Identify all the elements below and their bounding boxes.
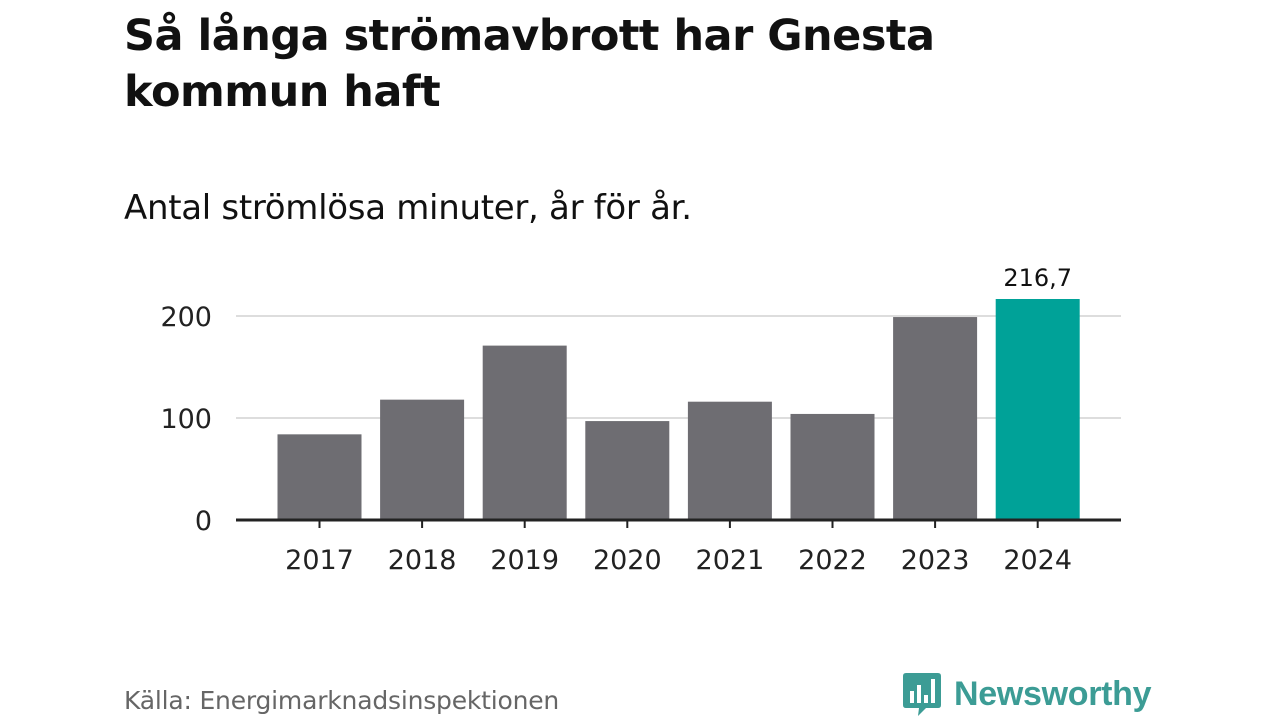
newsworthy-logo: Newsworthy xyxy=(902,670,1152,718)
x-tick-label-2024: 2024 xyxy=(1003,545,1072,576)
x-tick-label-2023: 2023 xyxy=(901,545,970,576)
bar-2018 xyxy=(380,399,465,520)
x-tick-label-2018: 2018 xyxy=(388,545,457,576)
x-tick-label-2020: 2020 xyxy=(593,545,662,576)
x-tick-label-2019: 2019 xyxy=(490,545,559,576)
source-note: Källa: Energimarknadsinspektionen xyxy=(124,686,560,715)
bar-2023 xyxy=(893,317,978,520)
newsworthy-chart-icon xyxy=(903,673,941,716)
bar-2019 xyxy=(482,345,567,520)
x-tick-label-2017: 2017 xyxy=(285,545,354,576)
bar-2017 xyxy=(277,434,362,520)
y-tick-label-0: 0 xyxy=(195,506,212,537)
bar-2020 xyxy=(585,421,670,520)
chart-title: Så långa strömavbrott har Gnesta kommun … xyxy=(124,11,935,117)
bar-2024 xyxy=(995,299,1080,520)
bar-2022 xyxy=(790,413,875,520)
bar-2021 xyxy=(687,401,772,520)
x-tick-label-2022: 2022 xyxy=(798,545,867,576)
x-tick-label-2021: 2021 xyxy=(696,545,765,576)
brand-name: Newsworthy xyxy=(954,674,1152,713)
data-label-2024: 216,7 xyxy=(1003,264,1072,292)
chart-subtitle: Antal strömlösa minuter, år för år. xyxy=(124,188,692,228)
y-tick-label-200: 200 xyxy=(160,302,212,333)
y-tick-label-100: 100 xyxy=(160,404,212,435)
